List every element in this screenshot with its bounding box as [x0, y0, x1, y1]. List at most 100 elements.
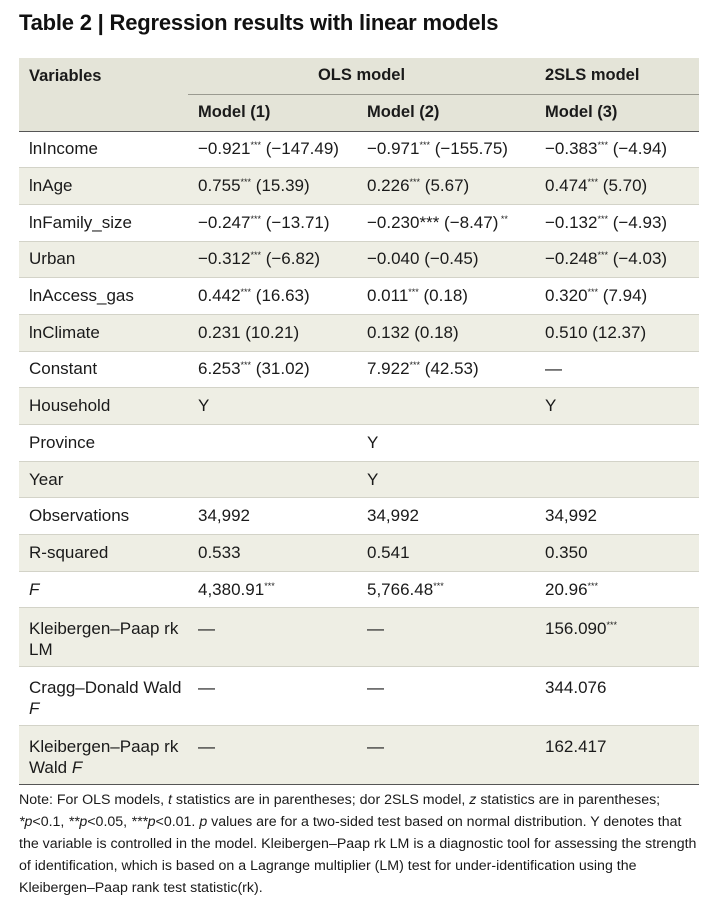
variable-name: Province: [29, 432, 96, 452]
table-row: Urban −0.312*** (−6.82) −0.040 (−0.45) −0.2…: [19, 241, 699, 278]
model-2-cell: −0.971*** (−155.75): [357, 131, 535, 168]
coefficient-value: 0.350: [545, 542, 588, 562]
note-text: values are for a two-sided test based on…: [19, 814, 697, 896]
variable-name-italic: F: [71, 758, 83, 778]
header-variables: Variables: [29, 66, 102, 85]
note-text: <0.01.: [155, 814, 200, 830]
significance-stars: ***: [587, 177, 599, 188]
model-1-cell: [188, 461, 357, 498]
model-3-cell: 20.96***: [535, 571, 699, 608]
coefficient-value: −0.383: [545, 139, 598, 159]
coefficient-value: −0.921: [198, 139, 251, 159]
coefficient-value: 0.320: [545, 286, 588, 306]
coefficient-value: 344.076: [545, 678, 607, 698]
model-2-cell: 0.011*** (0.18): [357, 278, 535, 315]
coefficient-value: 0.442: [198, 286, 241, 306]
significance-stars: ***: [606, 620, 617, 631]
variable-cell: Kleibergen–Paap rk LM: [19, 608, 188, 667]
model-1-cell: −0.247*** (−13.71): [188, 204, 357, 241]
test-statistic: (−155.75): [430, 139, 508, 159]
table-row: Cragg–Donald Wald F — — 344.076: [19, 667, 699, 726]
regression-table: Variables OLS model 2SLS model Model (1)…: [19, 58, 699, 785]
coefficient-value: 162.417: [545, 737, 607, 757]
table-row: Household Y Y: [19, 387, 699, 425]
variable-name: Kleibergen–Paap rk Wald: [29, 737, 179, 778]
variable-cell: Province: [19, 425, 188, 462]
variable-name: lnAccess_gas: [29, 286, 134, 306]
note-italic-text: z: [469, 792, 477, 808]
significance-stars: ***: [408, 287, 419, 298]
model-2-cell: —: [357, 667, 535, 726]
model-3-cell: 0.320*** (7.94): [535, 278, 699, 315]
coefficient-value: 0.132 (0.18): [367, 322, 459, 342]
coefficient-value: —: [367, 737, 384, 757]
model-3-cell: 0.474*** (5.70): [535, 168, 699, 205]
variable-name: lnFamily_size: [29, 212, 132, 232]
model-3-cell: [535, 461, 699, 498]
note-text: statistics are in parentheses; dor 2SLS …: [171, 792, 470, 808]
coefficient-value: 0.226: [367, 176, 410, 196]
note-italic-text: *p: [19, 814, 33, 830]
table-row: lnIncome −0.921*** (−147.49) −0.971*** (−1…: [19, 131, 699, 168]
test-statistic: (7.94): [598, 286, 648, 306]
model-2-cell: 5,766.48***: [357, 571, 535, 608]
coefficient-value: 0.510 (12.37): [545, 322, 647, 342]
variable-cell: Year: [19, 461, 188, 498]
test-statistic: (5.67): [420, 176, 470, 196]
variable-cell: R-squared: [19, 535, 188, 572]
significance-stars: ***: [264, 580, 275, 591]
significance-stars: ***: [240, 287, 252, 298]
header-model-1: Model (1): [188, 93, 357, 131]
header-row-groups: Variables OLS model 2SLS model: [19, 58, 699, 94]
significance-stars: ***: [250, 213, 261, 224]
model-3-cell: Y: [535, 388, 699, 425]
table-note: Note: For OLS models, t statistics are i…: [19, 789, 703, 899]
variable-cell: F: [19, 571, 188, 608]
model-1-cell: 4,380.91***: [188, 571, 357, 608]
note-text: <0.05,: [87, 814, 132, 830]
test-statistic: (16.63): [251, 286, 310, 306]
coefficient-value: 0.541: [367, 542, 410, 562]
coefficient-value: —: [367, 678, 384, 698]
model-1-cell: —: [188, 667, 357, 726]
model-1-cell: 0.755*** (15.39): [188, 168, 357, 205]
model-1-cell: 6.253*** (31.02): [188, 351, 357, 388]
model-3-cell: 344.076: [535, 667, 699, 726]
table-row: lnAge 0.755*** (15.39) 0.226 *** (5.67) 0.47…: [19, 167, 699, 205]
header-row-models: Model (1) Model (2) Model (3): [19, 93, 699, 131]
coefficient-value: −0.247: [198, 212, 251, 232]
variable-name: Cragg–Donald Wald: [29, 678, 182, 698]
note-italic-text: ***p: [131, 814, 156, 830]
coefficient-value: —: [198, 619, 215, 639]
model-1-cell: Y: [188, 388, 357, 425]
model-1-cell: 0.533: [188, 535, 357, 572]
significance-stars: ***: [250, 140, 261, 151]
test-statistic: (−147.49): [261, 139, 339, 159]
header-model-3: Model (3): [535, 93, 699, 131]
model-1-cell: —: [188, 726, 357, 785]
coefficient-value: —: [367, 619, 384, 639]
table-row: lnAccess_gas 0.442*** (16.63) 0.011*** (0.…: [19, 278, 699, 315]
note-text: statistics are in parentheses;: [476, 792, 661, 808]
variable-cell: lnFamily_size: [19, 204, 188, 241]
model-3-cell: —: [535, 351, 699, 388]
significance-stars: ***: [240, 360, 252, 371]
variable-name: lnAge: [29, 176, 73, 196]
note-italic-text: t: [168, 792, 172, 808]
significance-stars: ***: [419, 140, 430, 151]
model-3-cell: 34,992: [535, 498, 699, 535]
model-2-cell: —: [357, 608, 535, 667]
test-statistic: (31.02): [251, 359, 310, 379]
coefficient-value: 0.011: [367, 286, 409, 306]
coefficient-value: 6.253: [198, 359, 241, 379]
coefficient-value: 34,992: [198, 506, 250, 526]
table-row: Kleibergen–Paap rk LM — — 156.090***: [19, 607, 699, 667]
coefficient-value: 156.090: [545, 619, 607, 639]
significance-stars: ***: [597, 250, 608, 261]
test-statistic: (15.39): [251, 176, 310, 196]
coefficient-value: −0.248: [545, 249, 598, 269]
header-ols-group: OLS model: [317, 66, 406, 85]
header-model-2: Model (2): [357, 93, 535, 131]
significance-stars: ***: [597, 213, 608, 224]
model-2-cell: −0.040 (−0.45): [357, 241, 535, 278]
